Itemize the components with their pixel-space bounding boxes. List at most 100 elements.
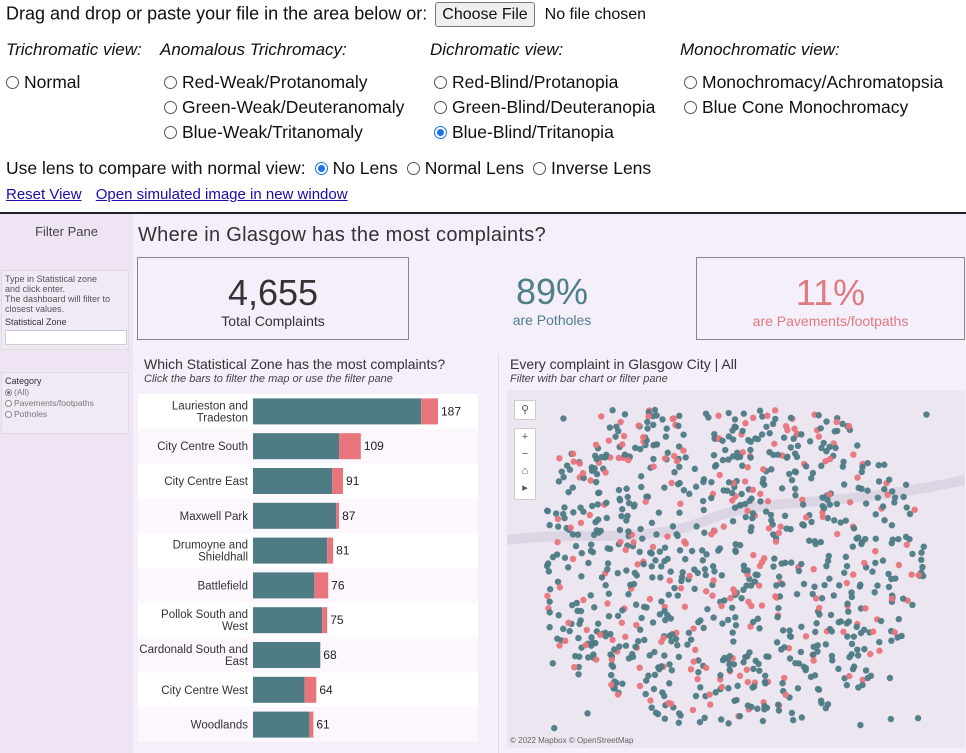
map-point-pothole xyxy=(657,574,664,581)
radio-button[interactable] xyxy=(5,410,12,418)
lens-option[interactable]: Inverse Lens xyxy=(532,158,651,179)
radio-button[interactable] xyxy=(6,76,19,89)
map-point-pothole xyxy=(574,531,582,538)
map-canvas[interactable] xyxy=(507,390,965,748)
view-option[interactable]: Blue Cone Monochromacy xyxy=(684,97,908,118)
bar-potholes[interactable] xyxy=(253,572,315,599)
radio-button[interactable] xyxy=(164,101,177,114)
radio-button[interactable] xyxy=(164,126,177,139)
radio-button[interactable] xyxy=(684,101,697,114)
category-option[interactable]: (All) xyxy=(5,387,125,397)
view-option[interactable]: Green-Blind/Deuteranopia xyxy=(434,97,655,118)
radio-button[interactable] xyxy=(5,399,12,407)
map-point-pavement xyxy=(781,674,788,682)
view-option[interactable]: Monochromacy/Achromatopsia xyxy=(684,72,943,93)
map-point-pothole xyxy=(590,651,597,658)
hint-line: The dashboard will filter to xyxy=(5,294,111,304)
category-option[interactable]: Potholes xyxy=(5,409,125,419)
map-point-pothole xyxy=(717,716,725,723)
lens-option[interactable]: No Lens xyxy=(314,158,398,179)
bar-potholes[interactable] xyxy=(253,676,305,703)
map-point-pothole xyxy=(817,425,824,432)
zoom-in-icon[interactable]: + xyxy=(521,431,529,443)
map-point-pothole xyxy=(888,637,895,644)
bar-pavements[interactable] xyxy=(314,572,329,599)
map-point-pothole xyxy=(786,632,794,640)
view-option[interactable]: Red-Blind/Protanopia xyxy=(434,72,618,93)
map-point-pothole xyxy=(750,665,757,673)
radio-button[interactable] xyxy=(406,162,420,175)
map-point-pothole xyxy=(695,618,702,626)
map-point-pothole xyxy=(754,615,762,622)
bar-potholes[interactable] xyxy=(253,502,337,529)
map-point-pothole xyxy=(881,461,888,468)
map-search-icon[interactable]: ⚲ xyxy=(514,400,536,420)
map-point-pothole xyxy=(675,719,682,726)
map-point-pothole xyxy=(698,547,706,554)
view-option[interactable]: Green-Weak/Deuteranomaly xyxy=(164,97,404,118)
zoom-out-icon[interactable]: − xyxy=(521,448,529,460)
reset-view-link[interactable]: Reset View xyxy=(6,186,82,203)
view-option[interactable]: Blue-Blind/Tritanopia xyxy=(434,122,614,143)
map-point-pothole xyxy=(888,521,896,529)
bar-pavements[interactable] xyxy=(304,676,317,703)
bar-potholes[interactable] xyxy=(253,642,321,668)
bar-pavements[interactable] xyxy=(322,607,328,634)
view-option[interactable]: Normal xyxy=(6,72,80,93)
bar-potholes[interactable] xyxy=(253,537,328,564)
bar-pavements[interactable] xyxy=(336,502,340,529)
bar-potholes[interactable] xyxy=(253,711,310,738)
map-point-pothole xyxy=(611,646,618,653)
radio-button[interactable] xyxy=(5,388,12,396)
open-new-window-link[interactable]: Open simulated image in new window xyxy=(95,186,348,203)
complaints-map[interactable] xyxy=(507,390,965,748)
map-zoom-controls[interactable]: + − ⌂ ▸ xyxy=(514,428,536,500)
lens-option[interactable]: Normal Lens xyxy=(406,158,524,179)
radio-button[interactable] xyxy=(164,76,177,89)
map-point-pavement xyxy=(645,413,652,420)
category-option[interactable]: Pavements/footpaths xyxy=(5,398,125,408)
radio-button[interactable] xyxy=(314,162,328,175)
map-point-pothole xyxy=(691,465,699,473)
map-point-pothole xyxy=(839,463,847,470)
map-point-pothole xyxy=(844,600,851,607)
bar-category-label: Drumoyne and xyxy=(173,540,248,552)
bar-potholes[interactable] xyxy=(253,607,323,634)
view-option[interactable]: Red-Weak/Protanomaly xyxy=(164,72,367,93)
bar-pavements[interactable] xyxy=(332,468,344,494)
bar-pavements[interactable] xyxy=(309,711,314,738)
map-point-pothole xyxy=(668,667,675,674)
bar-pavements[interactable] xyxy=(421,398,438,425)
bar-potholes[interactable] xyxy=(253,398,422,425)
map-point-pavement xyxy=(845,422,853,430)
bar-pavements[interactable] xyxy=(339,433,361,460)
map-point-pothole xyxy=(609,663,617,670)
bar-potholes[interactable] xyxy=(253,433,340,460)
map-point-pavement xyxy=(758,558,766,566)
radio-button[interactable] xyxy=(434,101,447,114)
bar-pavements[interactable] xyxy=(327,537,334,564)
map-point-pothole xyxy=(676,463,683,471)
divider-line xyxy=(0,212,966,214)
pan-arrow-icon[interactable]: ▸ xyxy=(522,482,528,494)
radio-button[interactable] xyxy=(532,162,546,175)
radio-button[interactable] xyxy=(434,76,447,89)
radio-button[interactable] xyxy=(434,126,447,139)
bar-value-label: 91 xyxy=(346,474,360,488)
bar-potholes[interactable] xyxy=(253,468,333,494)
zone-search-input[interactable] xyxy=(5,330,127,345)
map-point-pothole xyxy=(569,531,577,538)
radio-button[interactable] xyxy=(684,76,697,89)
view-option-label: Red-Weak/Protanomaly xyxy=(182,72,368,92)
choose-file-button[interactable]: Choose File xyxy=(435,2,535,27)
map-point-pothole xyxy=(858,540,865,548)
map-point-pavement xyxy=(872,547,879,555)
map-point-pothole xyxy=(740,410,747,417)
map-point-pavement xyxy=(640,434,647,441)
home-icon[interactable]: ⌂ xyxy=(521,465,529,477)
map-point-pavement xyxy=(772,538,780,545)
view-option[interactable]: Blue-Weak/Tritanomaly xyxy=(164,122,363,143)
map-point-pothole xyxy=(824,496,831,504)
map-point-pothole xyxy=(711,463,719,470)
